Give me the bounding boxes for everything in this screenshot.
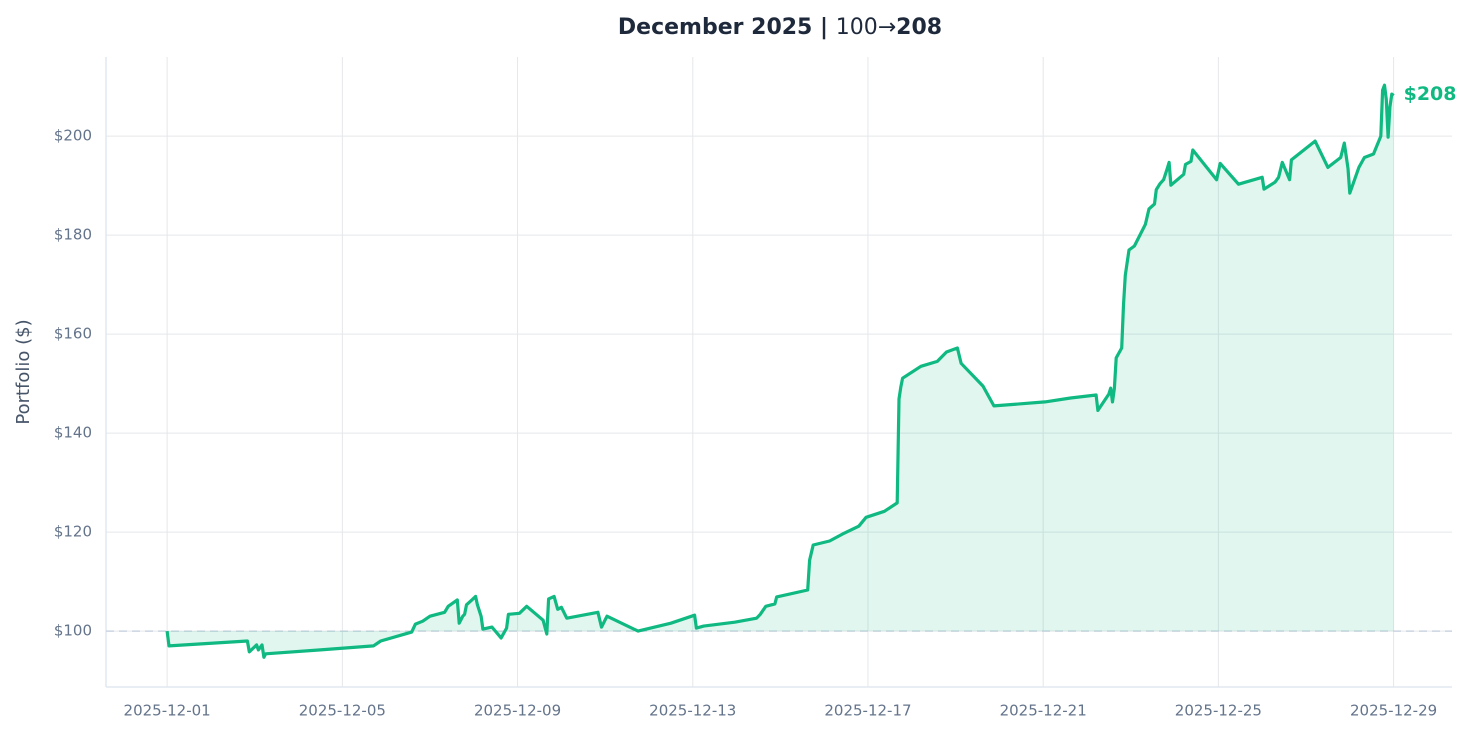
title-part: 208 (896, 15, 942, 40)
end-annotation: $208 (1404, 83, 1457, 105)
x-tick-label: 2025-12-05 (299, 702, 386, 720)
x-tick-label: 2025-12-09 (474, 702, 561, 720)
x-tick-label: 2025-12-21 (1000, 702, 1087, 720)
y-axis-label: Portfolio ($) (13, 319, 34, 424)
x-tick-label: 2025-12-13 (649, 702, 736, 720)
x-tick-label: 2025-12-17 (824, 702, 911, 720)
y-tick-label: $120 (54, 523, 92, 541)
y-tick-label: $180 (54, 226, 92, 244)
y-tick-label: $160 (54, 325, 92, 343)
y-tick-label: $140 (54, 424, 92, 442)
line (165, 83, 1395, 659)
chart-title: December 2025 | 100→208 (618, 15, 942, 40)
title-part: 100→ (836, 15, 896, 40)
x-tick-label: 2025-12-25 (1175, 702, 1262, 720)
y-tick-label: $200 (54, 127, 92, 145)
area (167, 85, 1394, 658)
x-tick-label: 2025-12-29 (1350, 702, 1437, 720)
title-part: December 2025 | (618, 15, 836, 40)
y-tick-label: $100 (54, 622, 92, 640)
x-tick-label: 2025-12-01 (124, 702, 211, 720)
